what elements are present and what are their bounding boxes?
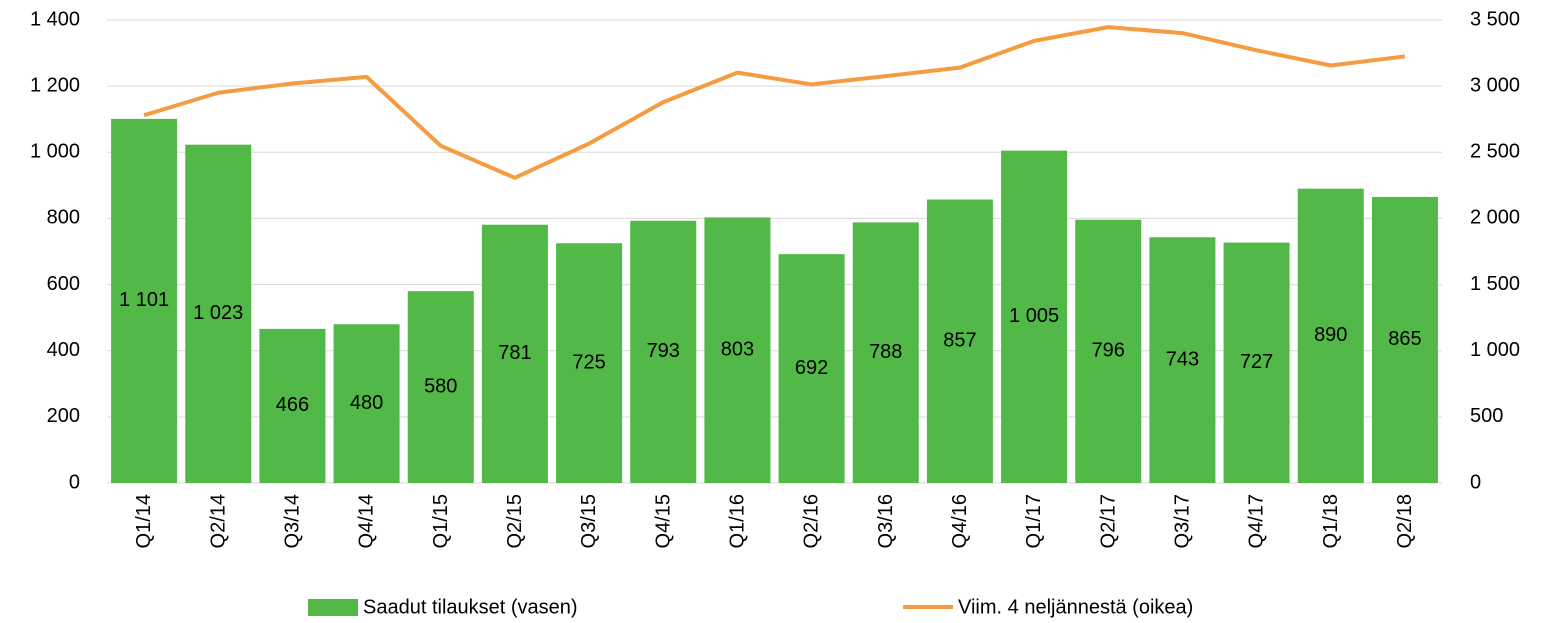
bar-label: 727 — [1240, 351, 1273, 373]
bar-label: 788 — [869, 341, 902, 363]
bar — [1297, 188, 1364, 483]
bar — [259, 328, 326, 483]
bar-label: 793 — [647, 340, 680, 362]
bar — [704, 217, 771, 483]
x-tick-label: Q2/18 — [1394, 494, 1416, 548]
y2-tick-label: 500 — [1470, 405, 1503, 427]
x-tick-label: Q1/14 — [133, 494, 155, 548]
y-tick-label: 400 — [47, 339, 80, 361]
bar-label: 781 — [498, 342, 531, 364]
y2-tick-label: 3 500 — [1470, 8, 1520, 30]
x-tick-label: Q1/18 — [1320, 494, 1342, 548]
bar — [556, 243, 623, 483]
x-tick-label: Q3/17 — [1171, 494, 1193, 548]
x-tick-label: Q4/17 — [1246, 494, 1268, 548]
bar — [926, 199, 993, 483]
bar — [630, 220, 697, 483]
bar-label: 865 — [1388, 328, 1421, 350]
bar — [778, 254, 845, 483]
y-tick-label: 1 200 — [30, 74, 80, 96]
bar — [407, 291, 474, 483]
y-tick-label: 200 — [47, 405, 80, 427]
bar — [185, 144, 252, 483]
x-tick-label: Q2/15 — [504, 494, 526, 548]
bar — [1223, 242, 1290, 483]
bar — [1149, 237, 1216, 483]
bar — [111, 118, 178, 483]
bar-label: 480 — [350, 392, 383, 414]
bar-label: 857 — [943, 330, 976, 352]
y-tick-label: 0 — [69, 471, 80, 493]
legend-label: Viim. 4 neljännestä (oikea) — [958, 596, 1193, 618]
y2-tick-label: 1 000 — [1470, 339, 1520, 361]
bar-label: 1 101 — [119, 289, 169, 311]
x-tick-label: Q4/15 — [652, 494, 674, 548]
bar — [852, 222, 919, 483]
y-tick-label: 600 — [47, 273, 80, 295]
bar-label: 803 — [721, 338, 754, 360]
y2-tick-label: 1 500 — [1470, 273, 1520, 295]
bar-label: 466 — [276, 394, 309, 416]
y-tick-label: 1 000 — [30, 141, 80, 163]
y2-tick-label: 2 500 — [1470, 141, 1520, 163]
bar-label: 890 — [1314, 324, 1347, 346]
bar-label: 1 023 — [193, 302, 243, 324]
x-tick-label: Q4/16 — [949, 494, 971, 548]
bar — [1075, 219, 1142, 483]
bar — [1371, 196, 1438, 484]
legend-label: Saadut tilaukset (vasen) — [363, 596, 578, 618]
line — [143, 25, 1406, 180]
x-tick-label: Q3/16 — [875, 494, 897, 548]
bar — [1001, 150, 1068, 483]
bar — [333, 324, 400, 483]
x-tick-label: Q2/14 — [207, 494, 229, 548]
bar-label: 743 — [1166, 348, 1199, 370]
x-tick-label: Q3/15 — [578, 494, 600, 548]
bar-label: 1 005 — [1009, 305, 1059, 327]
y-tick-label: 800 — [47, 207, 80, 229]
y2-tick-label: 0 — [1470, 471, 1481, 493]
x-tick-label: Q3/14 — [281, 494, 303, 548]
y-tick-label: 1 400 — [30, 8, 80, 30]
x-tick-label: Q1/16 — [726, 494, 748, 548]
x-tick-label: Q1/17 — [1023, 494, 1045, 548]
bar-label: 725 — [572, 351, 605, 373]
x-tick-label: Q2/16 — [801, 494, 823, 548]
bar-label: 692 — [795, 357, 828, 379]
bar-label: 580 — [424, 375, 457, 397]
bar-label: 796 — [1092, 340, 1125, 362]
x-tick-label: Q2/17 — [1097, 494, 1119, 548]
y2-tick-label: 3 000 — [1470, 74, 1520, 96]
y2-tick-label: 2 000 — [1470, 207, 1520, 229]
bar — [481, 224, 548, 483]
legend-swatch — [308, 599, 358, 616]
x-tick-label: Q1/15 — [430, 494, 452, 548]
x-tick-label: Q4/14 — [356, 494, 378, 548]
